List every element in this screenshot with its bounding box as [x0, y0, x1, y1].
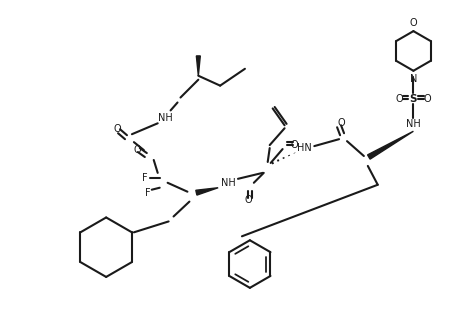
Polygon shape [368, 131, 413, 159]
Text: O: O [244, 195, 252, 205]
Text: O: O [423, 94, 431, 104]
Text: NH: NH [221, 178, 236, 188]
Text: O: O [113, 124, 121, 134]
Polygon shape [196, 188, 218, 195]
Text: O: O [410, 18, 417, 28]
Text: F: F [142, 173, 148, 183]
Text: O: O [396, 94, 404, 104]
Text: S: S [410, 94, 417, 104]
Text: O: O [133, 145, 141, 155]
Polygon shape [196, 56, 200, 76]
Text: F: F [145, 188, 151, 198]
Text: O: O [291, 140, 298, 150]
Text: O: O [337, 118, 345, 128]
Text: N: N [410, 74, 417, 84]
Text: NH: NH [158, 113, 173, 123]
Text: HN: HN [297, 143, 312, 153]
Text: NH: NH [406, 119, 421, 129]
